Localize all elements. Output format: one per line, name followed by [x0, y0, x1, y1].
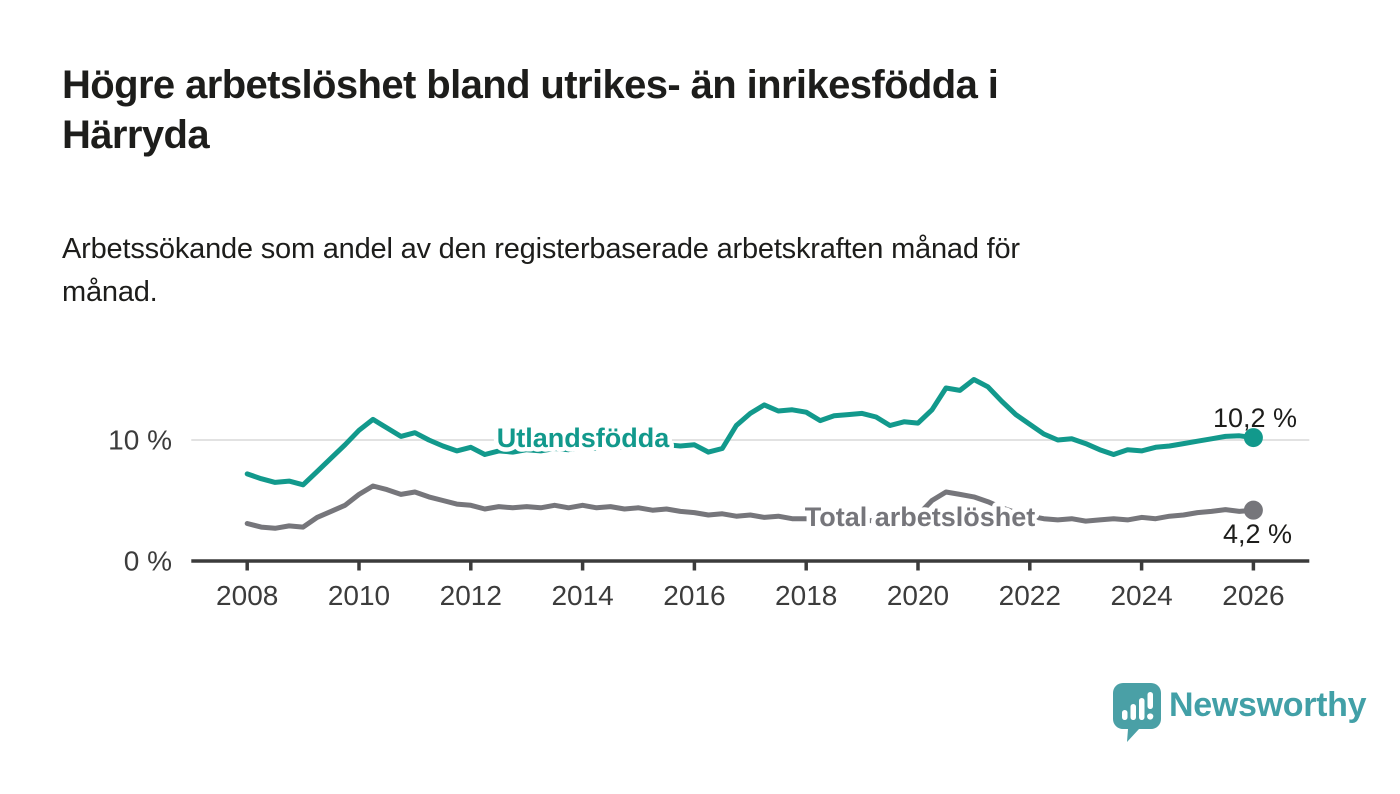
x-axis-tick-label: 2008	[216, 580, 278, 611]
x-axis-tick-label: 2012	[440, 580, 502, 611]
x-axis-tick-label: 2010	[328, 580, 390, 611]
x-axis-tick-label: 2024	[1110, 580, 1172, 611]
chart-subtitle-line-1: Arbetssökande som andel av den registerb…	[62, 233, 1020, 265]
y-axis-tick-label: 10 %	[108, 425, 172, 456]
newsworthy-logo-icon	[1113, 683, 1161, 742]
x-axis-tick-label: 2014	[551, 580, 613, 611]
page-title: Högre arbetslöshet bland utrikes- än inr…	[62, 60, 999, 160]
x-axis-tick-label: 2018	[775, 580, 837, 611]
page-title-line-1: Högre arbetslöshet bland utrikes- än inr…	[62, 63, 999, 107]
logo-bar-2	[1130, 704, 1136, 720]
brand-wordmark: Newsworthy	[1169, 686, 1367, 724]
x-axis-tick-label: 2022	[999, 580, 1061, 611]
logo-exclamation-bar	[1147, 692, 1153, 709]
series-end-value-label: 10,2 %	[1213, 403, 1297, 433]
x-axis-tick-label: 2016	[663, 580, 725, 611]
chart-subtitle-line-2: månad.	[62, 276, 158, 308]
series-end-dot	[1243, 428, 1263, 448]
series-line-total-arbetsloshet	[244, 483, 1256, 531]
x-axis-tick-label: 2026	[1222, 580, 1284, 611]
y-axis-tick-label: 0 %	[124, 546, 172, 577]
logo-bar-3	[1139, 698, 1145, 720]
series-line-utlandsfodda	[244, 377, 1256, 488]
series-end-value-label: 4,2 %	[1223, 519, 1292, 549]
logo-speech-bubble	[1113, 683, 1161, 742]
logo-exclamation-dot	[1147, 713, 1154, 720]
logo-bar-1	[1122, 710, 1128, 720]
line-chart: 0 % 10 % 2008 2010 2012 2014 2016 2018 2020 2022 2…	[108, 377, 1310, 611]
series-label: Total arbetslöshet	[805, 502, 1036, 532]
series-end-dot	[1243, 500, 1263, 520]
chart-subtitle: Arbetssökande som andel av den registerb…	[62, 228, 1020, 314]
x-axis-tick-label: 2020	[887, 580, 949, 611]
series-label: Utlandsfödda	[497, 423, 670, 453]
page-title-line-2: Härryda	[62, 113, 210, 157]
